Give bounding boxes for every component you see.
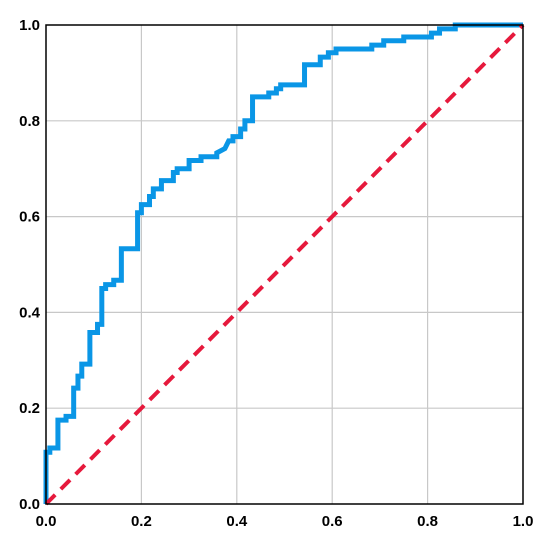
reference-diagonal-line (44, 23, 525, 506)
plot-area (43, 22, 525, 506)
y-tick-label-0: 0.0 (19, 496, 40, 513)
grid-lines (46, 25, 523, 504)
roc-curve-line (43, 22, 523, 504)
x-tick-label-4: 0.8 (417, 513, 438, 530)
y-tick-label-5: 1.0 (19, 17, 40, 34)
x-tick-label-0: 0.0 (36, 513, 57, 530)
plot-frame (45, 24, 524, 505)
y-tick-label-4: 0.8 (19, 113, 40, 130)
y-tick-label-2: 0.4 (19, 304, 41, 321)
x-tick-label-1: 0.2 (131, 513, 152, 530)
x-axis-ticks: 0.0 0.2 0.4 0.6 0.8 1.0 (36, 513, 534, 530)
y-tick-label-3: 0.6 (19, 209, 40, 226)
x-tick-label-3: 0.6 (322, 513, 343, 530)
x-tick-label-2: 0.4 (226, 513, 248, 530)
y-axis-ticks: 0.0 0.2 0.4 0.6 0.8 1.0 (19, 17, 41, 513)
y-tick-label-1: 0.2 (19, 400, 40, 417)
x-tick-label-5: 1.0 (513, 513, 534, 530)
